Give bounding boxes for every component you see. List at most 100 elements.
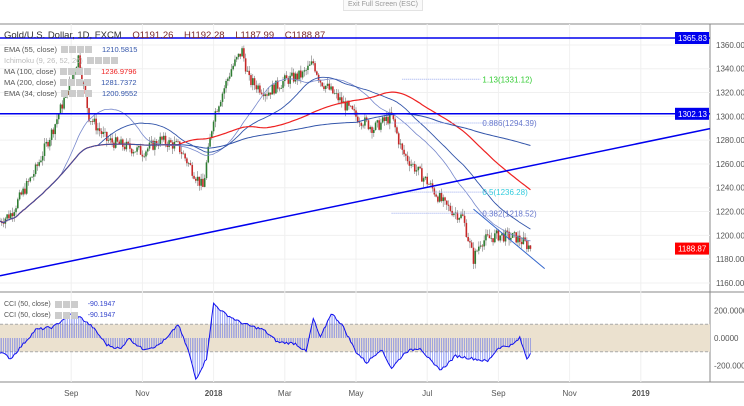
indicator-controls[interactable] <box>60 90 92 97</box>
price-label-box <box>675 242 709 255</box>
candle-body <box>376 120 379 123</box>
candle-body <box>506 230 509 232</box>
candle-body <box>403 149 405 155</box>
y-tick-label: 1260.00 <box>716 160 744 169</box>
indicator-controls[interactable] <box>54 312 78 319</box>
candle-body <box>2 222 5 224</box>
visibility-icon[interactable] <box>60 90 68 97</box>
indicator-row[interactable]: Ichimoku (9, 26, 52, 26) <box>4 55 325 66</box>
chart-legend: Gold/U.S. Dollar, 1D, FXCM O1191.26 H119… <box>4 30 325 99</box>
candle-body <box>138 146 140 148</box>
candle-body <box>61 104 64 109</box>
indicator-controls[interactable] <box>54 301 78 308</box>
candle-body <box>81 71 83 83</box>
y-tick-label: 1300.00 <box>716 112 744 121</box>
indicator-controls[interactable] <box>86 57 118 64</box>
visibility-icon[interactable] <box>60 68 68 75</box>
visibility-icon[interactable] <box>60 79 68 86</box>
candle-body <box>321 82 323 87</box>
add-icon[interactable] <box>76 90 84 97</box>
candle-body <box>515 232 517 243</box>
close-icon[interactable] <box>70 312 78 319</box>
candle-body <box>24 188 26 194</box>
candle-body <box>401 143 404 150</box>
candle-body <box>195 178 197 181</box>
candle-body <box>82 82 85 84</box>
cci-legend-row[interactable]: CCI (50, close) -90.1947 <box>4 310 115 321</box>
candle-body <box>52 129 55 135</box>
symbol-title-row: Gold/U.S. Dollar, 1D, FXCM O1191.26 H119… <box>4 30 325 41</box>
candle-body <box>198 176 201 186</box>
cci-tick-label: 200.0000 <box>714 307 744 316</box>
candle-body <box>490 238 493 239</box>
add-icon[interactable] <box>62 301 70 308</box>
indicator-row[interactable]: EMA (34, close) 1200.9552 <box>4 88 325 99</box>
close-icon[interactable] <box>70 301 78 308</box>
settings-icon[interactable] <box>68 79 76 86</box>
candle-body <box>300 70 302 78</box>
add-icon[interactable] <box>62 312 70 319</box>
indicator-label: MA (100, close) <box>4 67 57 76</box>
candle-body <box>522 237 525 245</box>
settings-icon[interactable] <box>94 57 102 64</box>
candle-body <box>107 140 110 141</box>
candle-body <box>399 143 402 145</box>
candle-body <box>444 197 446 201</box>
candle-body <box>255 85 258 90</box>
candle-body <box>348 101 350 106</box>
indicator-row[interactable]: MA (100, close) 1236.9796 <box>4 66 325 77</box>
add-icon[interactable] <box>76 46 84 53</box>
candle-body <box>501 233 503 236</box>
settings-icon[interactable] <box>68 46 76 53</box>
candle-body <box>129 143 131 149</box>
x-tick-label: 2018 <box>205 389 223 398</box>
visibility-icon[interactable] <box>86 57 94 64</box>
candle-body <box>225 80 227 89</box>
ohlc-high: H1192.28 <box>184 30 225 41</box>
add-icon[interactable] <box>76 79 84 86</box>
ma-100-line <box>0 91 531 224</box>
add-icon[interactable] <box>102 57 110 64</box>
indicator-controls[interactable] <box>60 68 92 75</box>
candle-body <box>305 69 307 71</box>
candle-body <box>93 118 96 122</box>
indicator-controls[interactable] <box>60 46 92 53</box>
candle-body <box>211 131 213 138</box>
candle-body <box>380 122 382 130</box>
settings-icon[interactable] <box>68 68 76 75</box>
add-icon[interactable] <box>76 68 84 75</box>
candle-body <box>56 119 58 125</box>
candle-body <box>191 164 194 176</box>
visibility-icon[interactable] <box>60 46 68 53</box>
settings-icon[interactable] <box>54 301 62 308</box>
symbol-title[interactable]: Gold/U.S. Dollar, 1D, FXCM <box>4 30 122 41</box>
close-icon[interactable] <box>84 79 92 86</box>
indicator-controls[interactable] <box>60 79 92 86</box>
close-icon[interactable] <box>84 90 92 97</box>
cci-legend-row[interactable]: CCI (50, close) -90.1947 <box>4 299 115 310</box>
close-icon[interactable] <box>110 57 118 64</box>
candle-body <box>365 117 368 121</box>
x-tick-label: Nov <box>562 389 576 398</box>
cci-tick-label: -200.0000 <box>714 362 744 371</box>
candle-body <box>378 120 380 130</box>
settings-icon[interactable] <box>68 90 76 97</box>
candle-body <box>335 93 338 94</box>
candle-body <box>20 192 23 195</box>
candle-body <box>143 156 145 158</box>
candle-body <box>177 141 179 142</box>
close-icon[interactable] <box>84 68 92 75</box>
close-icon[interactable] <box>84 46 92 53</box>
candle-body <box>319 80 322 83</box>
settings-icon[interactable] <box>54 312 62 319</box>
candle-body <box>168 140 170 147</box>
candle-body <box>29 177 32 182</box>
y-tick-label: 1160.00 <box>716 279 744 288</box>
exit-fullscreen-button[interactable]: Exit Full Screen (ESC) <box>343 0 424 11</box>
candle-body <box>9 213 12 219</box>
indicator-row[interactable]: MA (200, close) 1281.7372 <box>4 77 325 88</box>
x-tick-label: Mar <box>278 389 292 398</box>
indicator-row[interactable]: EMA (55, close) 1210.5815 <box>4 44 325 55</box>
candle-body <box>184 153 186 159</box>
